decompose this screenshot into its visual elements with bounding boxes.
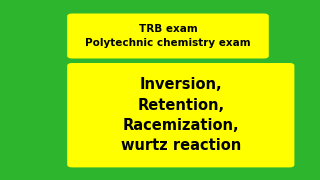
Text: Inversion,
Retention,
Racemization,
wurtz reaction: Inversion, Retention, Racemization, wurt…: [121, 77, 241, 153]
FancyBboxPatch shape: [67, 14, 269, 58]
Text: TRB exam
Polytechnic chemistry exam: TRB exam Polytechnic chemistry exam: [85, 24, 251, 48]
FancyBboxPatch shape: [67, 63, 294, 167]
